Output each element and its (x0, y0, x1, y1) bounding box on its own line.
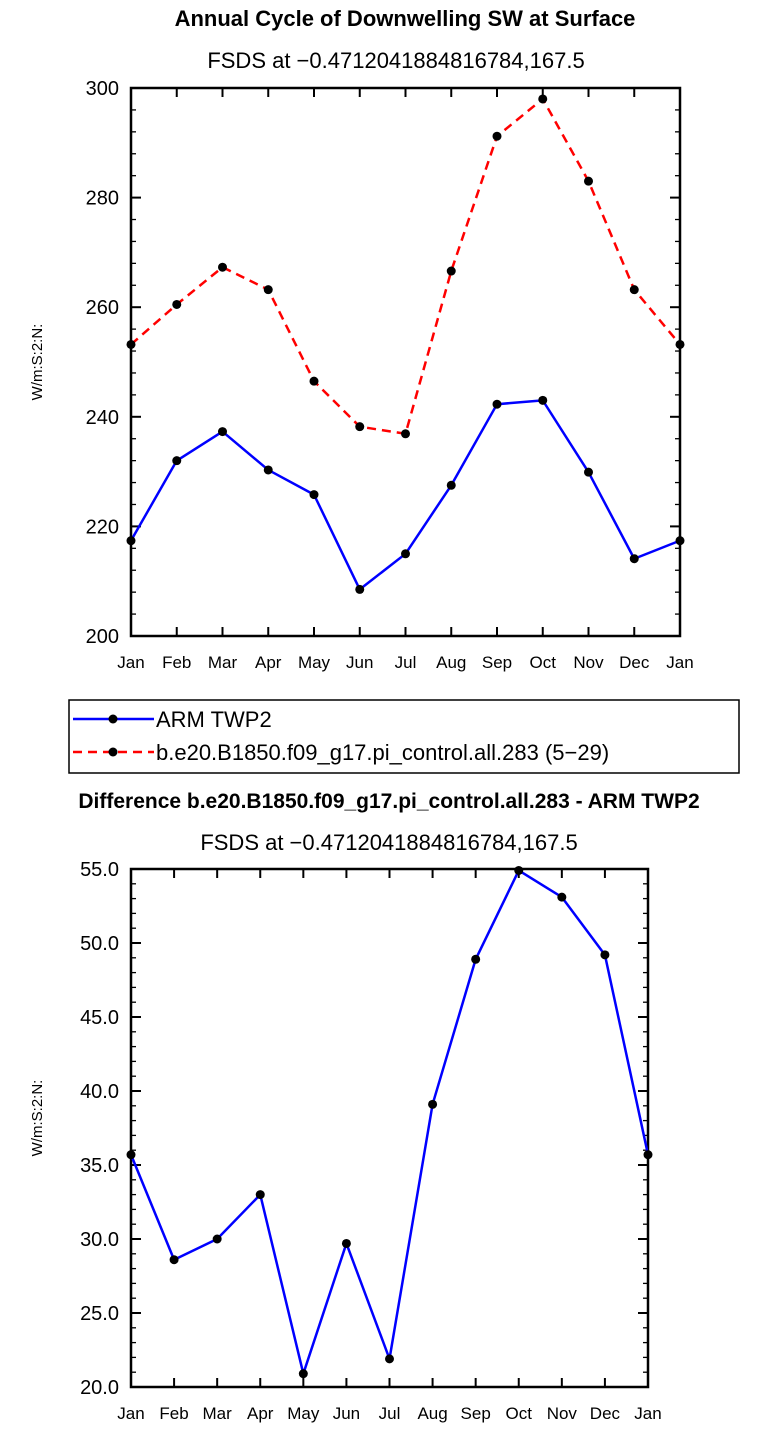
data-point (600, 950, 610, 960)
legend-label-arm: ARM TWP2 (156, 707, 272, 732)
legend-label-model: b.e20.B1850.f09_g17.pi_control.all.283 (… (156, 740, 609, 765)
data-point (126, 1150, 136, 1160)
data-point (629, 554, 639, 564)
x-tick-label: Jan (117, 1404, 144, 1423)
y-tick-label: 280 (86, 188, 119, 210)
data-point (218, 262, 227, 272)
x-tick-label: Jul (395, 653, 417, 672)
x-tick-label: Jun (333, 1404, 360, 1423)
x-tick-label: Sep (482, 653, 512, 672)
x-tick-label: Apr (247, 1404, 274, 1423)
data-point (446, 480, 456, 490)
data-point (309, 490, 319, 500)
x-tick-label: Jan (634, 1404, 661, 1423)
legend-marker-model (108, 747, 118, 757)
y-tick-label: 45.0 (80, 1007, 119, 1029)
data-point (126, 339, 136, 349)
data-point (446, 266, 456, 276)
data-point (263, 285, 273, 295)
data-point (675, 339, 685, 349)
data-point (172, 456, 182, 466)
x-tick-label: Dec (590, 1404, 621, 1423)
x-tick-label: Aug (436, 653, 466, 672)
x-tick-label: Aug (417, 1404, 447, 1423)
legend: ARM TWP2 b.e20.B1850.f09_g17.pi_control.… (68, 699, 740, 774)
x-tick-label: Nov (547, 1404, 578, 1423)
y-tick-label: 40.0 (80, 1081, 119, 1103)
data-point (514, 865, 524, 875)
y-tick-label: 30.0 (80, 1229, 119, 1251)
data-point (212, 1234, 222, 1244)
data-point (355, 584, 365, 594)
data-point (675, 536, 685, 546)
data-point (538, 395, 548, 405)
x-tick-label: Oct (506, 1404, 533, 1423)
y-axis-label: W/m:S:2:N: (29, 1080, 46, 1157)
data-point (471, 954, 481, 964)
data-point (643, 1150, 653, 1160)
series-line-0 (129, 399, 681, 591)
data-point (492, 399, 502, 409)
x-tick-label: Jun (346, 653, 373, 672)
x-tick-label: Dec (619, 653, 650, 672)
chart-title: Difference b.e20.B1850.f09_g17.pi_contro… (78, 790, 699, 813)
data-point (428, 1099, 438, 1109)
data-point (492, 131, 502, 141)
data-point (355, 422, 365, 432)
data-point (629, 285, 639, 295)
y-tick-label: 240 (86, 407, 119, 429)
x-tick-label: Mar (203, 1404, 233, 1423)
y-tick-label: 300 (86, 78, 119, 100)
x-tick-label: Mar (208, 653, 238, 672)
y-axis-label: W/m:S:2:N: (29, 324, 46, 401)
x-tick-label: Nov (573, 653, 604, 672)
series-line-1 (130, 97, 681, 436)
chart-title: Annual Cycle of Downwelling SW at Surfac… (175, 6, 636, 31)
data-point (172, 299, 182, 309)
data-point (341, 1238, 351, 1248)
y-tick-label: 55.0 (80, 859, 119, 881)
x-tick-label: May (287, 1404, 320, 1423)
data-point (385, 1354, 394, 1364)
y-tick-label: 35.0 (80, 1155, 119, 1177)
x-tick-label: Oct (530, 653, 557, 672)
data-point (263, 465, 273, 475)
legend-marker-arm (108, 714, 118, 724)
data-point (584, 176, 593, 186)
x-tick-label: Feb (162, 653, 191, 672)
y-tick-label: 25.0 (80, 1303, 119, 1325)
x-tick-label: Jul (379, 1404, 401, 1423)
legend-box (68, 699, 740, 774)
data-point (255, 1190, 265, 1200)
x-tick-label: Jan (117, 653, 144, 672)
y-tick-label: 200 (86, 626, 119, 648)
y-tick-label: 220 (86, 516, 119, 538)
annual-cycle-chart: Annual Cycle of Downwelling SW at Surfac… (29, 6, 694, 672)
x-tick-label: Apr (255, 653, 282, 672)
y-tick-label: 260 (86, 297, 119, 319)
x-tick-label: Sep (461, 1404, 491, 1423)
x-tick-label: May (298, 653, 331, 672)
series-line-0 (129, 869, 650, 1375)
data-point (557, 892, 567, 902)
data-point (401, 429, 410, 439)
data-point (298, 1369, 308, 1379)
plot-frame (129, 867, 650, 1389)
chart-subtitle: FSDS at −0.4712041884816784,167.5 (200, 830, 577, 855)
x-tick-label: Feb (159, 1404, 188, 1423)
data-point (126, 536, 136, 546)
difference-chart: Difference b.e20.B1850.f09_g17.pi_contro… (29, 790, 700, 1423)
chart-subtitle: FSDS at −0.4712041884816784,167.5 (207, 48, 584, 73)
data-point (169, 1255, 179, 1265)
y-tick-label: 20.0 (80, 1377, 119, 1399)
x-tick-label: Jan (666, 653, 693, 672)
y-tick-label: 50.0 (80, 933, 119, 955)
data-point (309, 376, 319, 386)
data-point (584, 467, 593, 477)
data-point (218, 427, 227, 437)
data-point (538, 94, 548, 104)
data-point (401, 549, 410, 559)
